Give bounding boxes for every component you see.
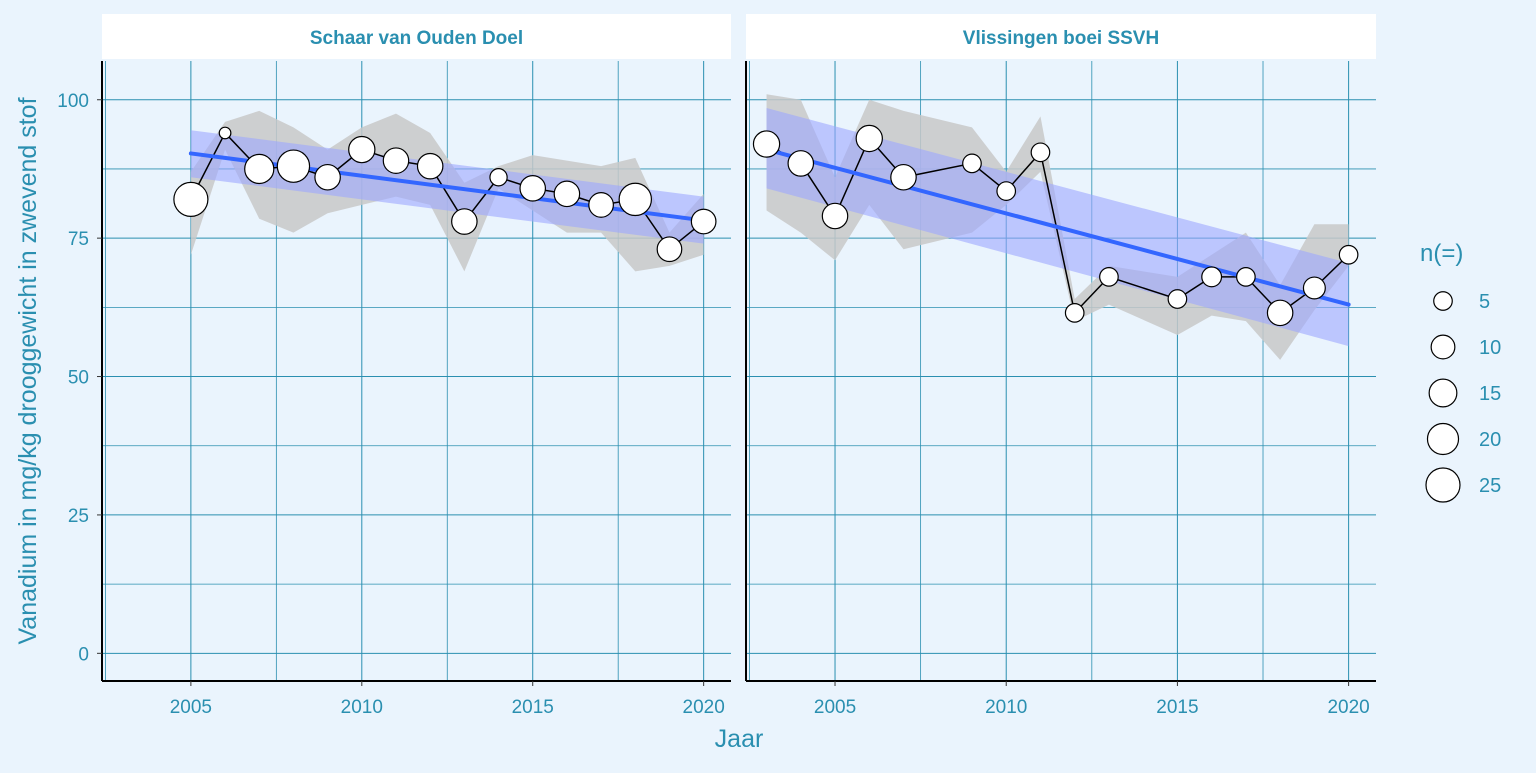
x-tick-label: 2015 <box>1156 697 1198 718</box>
x-tick-label: 2010 <box>341 697 383 718</box>
legend-label: 10 <box>1479 337 1501 359</box>
data-point <box>1030 142 1051 163</box>
data-point <box>416 152 444 180</box>
legend-label: 5 <box>1479 291 1490 313</box>
data-point <box>244 153 275 185</box>
x-tick-label: 2015 <box>512 697 554 718</box>
data-point <box>489 168 508 187</box>
panel-2: Vlissingen boei SSVH 2005 2010 2015 2020 <box>745 14 1376 718</box>
data-point <box>276 149 311 183</box>
legend-label: 20 <box>1479 429 1501 451</box>
data-point <box>1201 266 1223 288</box>
data-point <box>451 208 478 235</box>
y-tick-label: 50 <box>68 368 89 389</box>
data-point <box>690 208 717 235</box>
legend-label: 15 <box>1479 383 1501 405</box>
series-line <box>190 131 705 251</box>
legend-key <box>1433 291 1453 311</box>
legend: n(=) 5 10 15 20 25 <box>1420 240 1501 503</box>
x-tick-label: 2005 <box>170 697 212 718</box>
x-tick-label: 2010 <box>985 697 1027 718</box>
data-point <box>1266 299 1294 327</box>
legend-key <box>1430 334 1456 360</box>
data-point <box>962 153 982 174</box>
y-tick-label: 0 <box>78 644 89 665</box>
panel-strip <box>102 14 731 59</box>
data-point <box>996 181 1017 201</box>
data-point <box>1338 244 1359 265</box>
data-point <box>173 181 209 217</box>
panel-title: Vlissingen boei SSVH <box>963 28 1159 49</box>
legend-label: 25 <box>1479 475 1501 497</box>
panel-strip <box>746 14 1376 59</box>
data-point <box>787 150 815 177</box>
data-point <box>752 130 781 158</box>
data-point <box>588 192 614 218</box>
data-point <box>218 126 232 140</box>
legend-title: n(=) <box>1420 240 1463 267</box>
legend-key <box>1428 378 1458 408</box>
y-tick-label: 75 <box>68 229 89 250</box>
x-tick-label: 2005 <box>814 697 856 718</box>
data-point <box>382 147 410 174</box>
data-point <box>855 124 883 153</box>
data-point <box>553 180 581 208</box>
data-point <box>1302 276 1326 300</box>
legend-key <box>1426 422 1460 456</box>
data-point <box>1236 267 1256 287</box>
data-point <box>1099 267 1119 287</box>
y-tick-label: 25 <box>68 506 89 527</box>
series-line <box>766 137 1350 315</box>
data-point <box>1167 289 1188 309</box>
data-point <box>656 236 683 263</box>
y-tick-label: 100 <box>57 91 89 112</box>
data-point <box>348 135 376 164</box>
x-axis-title: Jaar <box>715 725 764 753</box>
x-tick-label: 2020 <box>1327 697 1369 718</box>
panel-1: Schaar van Ouden Doel 2005 2010 2015 2020 <box>101 14 731 718</box>
data-point <box>1064 303 1085 323</box>
data-point <box>890 163 917 191</box>
trend-line <box>188 151 706 223</box>
x-tick-label: 2020 <box>683 697 725 718</box>
panel-title: Schaar van Ouden Doel <box>310 28 523 49</box>
data-point <box>519 175 547 202</box>
data-point <box>618 182 653 217</box>
data-point <box>314 163 341 191</box>
y-axis-title: Vanadium in mg/kg drooggewicht in zweven… <box>14 97 42 644</box>
data-point <box>821 202 849 230</box>
legend-key <box>1425 467 1461 503</box>
